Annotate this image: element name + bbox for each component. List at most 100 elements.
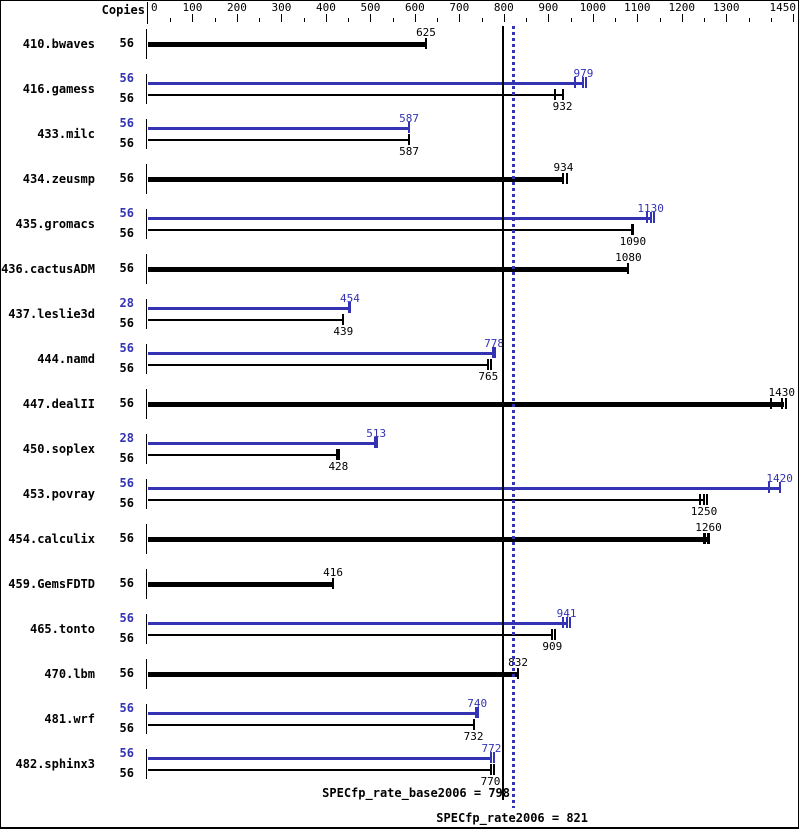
benchmark-label: 465.tonto: [29, 622, 95, 636]
axis-major-tick: [326, 14, 327, 22]
copies-value: 56: [119, 136, 134, 150]
benchmark-label: 470.lbm: [44, 667, 95, 681]
row-axis-segment: [146, 119, 147, 149]
copies-value: 56: [119, 396, 134, 410]
bar-value-label: 1080: [615, 251, 642, 264]
row-axis-segment: [146, 389, 147, 419]
benchmark-label: 453.povray: [22, 487, 95, 501]
axis-major-tick: [237, 14, 238, 22]
row-axis-segment: [146, 524, 147, 554]
axis-major-tick: [682, 14, 683, 22]
copies-value: 56: [119, 476, 134, 490]
copies-value: 56: [119, 116, 134, 130]
bar-value-label: 625: [416, 26, 436, 39]
peak-bar: [148, 757, 491, 760]
base-rate-summary: SPECfp_rate_base2006 = 798: [322, 786, 510, 800]
bar-value-label: 587: [399, 145, 420, 158]
axis-major-tick: [793, 14, 794, 22]
axis-tick-label: 1000: [579, 1, 607, 14]
bar-value-label: 513: [366, 427, 387, 440]
bar-value-label: 772: [481, 742, 502, 755]
bar-value-label: 765: [478, 370, 499, 383]
copies-value: 56: [119, 766, 134, 780]
row-axis-segment: [146, 299, 147, 329]
bar-end-tick: [490, 764, 492, 775]
base-bar: [148, 769, 491, 771]
bar-value-label: 439: [333, 325, 354, 338]
row-axis-segment: [146, 164, 147, 194]
bar-end-tick: [770, 398, 772, 409]
axis-major-tick: [370, 14, 371, 22]
bar-end-tick: [646, 212, 648, 223]
peak-bar: [148, 712, 477, 715]
axis-minor-tick: [170, 18, 171, 22]
bar-end-tick: [582, 77, 584, 88]
copies-value: 28: [119, 431, 134, 445]
copies-value: 56: [119, 36, 134, 50]
copies-value: 56: [119, 451, 134, 465]
bar-value-label: 1420: [766, 472, 793, 485]
copies-value: 56: [119, 721, 134, 735]
axis-minor-tick: [259, 18, 260, 22]
axis-tick-label: 300: [271, 1, 292, 14]
bar-value-label: 587: [399, 112, 420, 125]
benchmark-label: 450.soplex: [22, 442, 95, 456]
axis-minor-tick: [482, 18, 483, 22]
benchmark-label: 410.bwaves: [22, 37, 95, 51]
bar-end-tick: [562, 89, 564, 100]
peak-bar: [148, 82, 583, 85]
bar-end-tick: [779, 482, 781, 493]
benchmark-label: 436.cactusADM: [1, 262, 95, 276]
bar-end-tick: [566, 173, 568, 184]
bar-end-tick: [703, 494, 705, 505]
copies-value: 28: [119, 296, 134, 310]
bar-end-tick: [768, 482, 770, 493]
bar-end-tick: [650, 212, 652, 223]
bar-value-label: 416: [323, 566, 343, 579]
copies-column-header: Copies: [101, 3, 145, 17]
base-bar: [148, 139, 409, 141]
bar-end-tick: [425, 38, 427, 49]
axis-tick-label: 200: [227, 1, 247, 14]
bar-value-label: 428: [328, 460, 349, 473]
peak-bar: [148, 442, 376, 445]
basepeak-bar: [148, 267, 628, 272]
bar-end-tick: [585, 77, 587, 88]
row-axis-segment: [146, 209, 147, 239]
bar-end-tick: [473, 719, 475, 730]
bar-end-tick: [374, 437, 378, 448]
row-axis-segment: [146, 254, 147, 284]
bar-end-tick: [631, 224, 634, 235]
copies-value: 56: [119, 71, 134, 85]
basepeak-bar: [148, 177, 563, 182]
row-axis-segment: [146, 659, 147, 689]
axis-tick-label: 100: [182, 1, 203, 14]
peak-rate-summary: SPECfp_rate2006 = 821: [436, 811, 588, 825]
bar-value-label: 778: [484, 337, 504, 350]
benchmark-label: 481.wrf: [44, 712, 95, 726]
bar-end-tick: [653, 212, 655, 223]
bar-end-tick: [574, 77, 576, 88]
row-axis-segment: [146, 569, 147, 599]
copies-value: 56: [119, 316, 134, 330]
axis-tick-label: 0: [151, 1, 158, 14]
row-axis-segment: [146, 704, 147, 734]
benchmark-label: 454.calculix: [8, 532, 95, 546]
base-bar: [148, 319, 343, 321]
copies-value: 56: [119, 261, 134, 275]
axis-tick-label: 1100: [624, 1, 651, 14]
copies-value: 56: [119, 171, 134, 185]
axis-minor-tick: [615, 18, 616, 22]
basepeak-bar: [148, 672, 518, 677]
bar-end-tick: [566, 617, 568, 628]
benchmark-label: 437.leslie3d: [8, 307, 95, 321]
copies-value: 56: [119, 701, 134, 715]
copies-value: 56: [119, 666, 134, 680]
copies-value: 56: [119, 496, 134, 510]
bar-end-tick: [562, 617, 564, 628]
bar-end-tick: [348, 302, 351, 313]
bar-value-label: 1430: [768, 386, 796, 399]
base-rate-reference-line: [502, 26, 504, 800]
bar-value-label: 934: [553, 161, 574, 174]
